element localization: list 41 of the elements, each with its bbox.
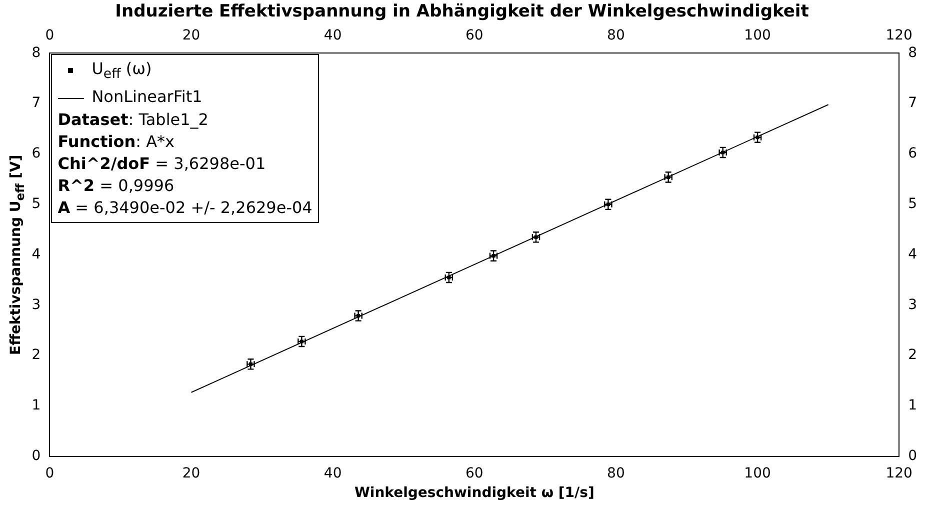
annotation: Chi^2/doF = 3,6298e-01	[58, 153, 267, 175]
y2-tick-label: 5	[908, 196, 918, 212]
y2-tick-label: 4	[908, 246, 918, 262]
annotation: R^2 = 0,9996	[58, 175, 176, 197]
y2-tick-label: 6	[908, 146, 918, 162]
y-tick-label: 8	[32, 44, 41, 61]
y2-tick-label: 0	[908, 448, 918, 464]
annotation: Dataset: Table1_2	[58, 109, 210, 131]
y-tick-label: 5	[32, 196, 41, 212]
y2-tick-label: 3	[908, 296, 918, 313]
y-tick-label: 4	[32, 246, 41, 262]
x-tick-label: 100	[744, 465, 771, 482]
x-tick-label: 0	[45, 465, 54, 482]
legend-label: NonLinearFit1	[92, 87, 202, 106]
x2-tick-label: 120	[886, 27, 912, 44]
y2-tick-label: 2	[908, 347, 918, 364]
x2-tick-label: 0	[45, 27, 54, 44]
y-tick-label: 2	[32, 347, 41, 364]
x2-tick-label: 60	[465, 27, 484, 44]
x2-tick-label: 20	[182, 27, 200, 44]
annotation: Function: A*x	[58, 131, 176, 153]
annotation: A = 6,3490e-02 +/- 2,2629e-04	[58, 197, 312, 219]
x2-tick-label: 80	[607, 27, 625, 44]
y-tick-label: 0	[32, 448, 41, 464]
legend-label: U$_{eff}$ (ω)	[92, 59, 152, 82]
y2-tick-label: 8	[908, 44, 918, 61]
y-tick-label: 6	[32, 146, 41, 162]
x2-tick-label: 100	[744, 27, 771, 44]
y-tick-label: 3	[32, 296, 41, 313]
y-tick-label: 1	[32, 398, 41, 414]
y-tick-label: 7	[32, 95, 41, 112]
chart-title: Induzierte Effektivspannung in Abhängigkeit der Winkelgeschwindigkeit	[115, 2, 809, 22]
x-tick-label: 20	[182, 465, 200, 482]
x-tick-label: 80	[607, 465, 625, 482]
y2-tick-label: 7	[908, 95, 918, 112]
x-tick-label: 60	[465, 465, 484, 482]
x2-tick-label: 40	[324, 27, 342, 44]
x-axis-title: Winkelgeschwindigkeit ω [1/s]	[354, 485, 594, 502]
x-tick-label: 120	[886, 465, 912, 482]
x-tick-label: 40	[324, 465, 342, 482]
y2-tick-label: 1	[908, 398, 918, 414]
